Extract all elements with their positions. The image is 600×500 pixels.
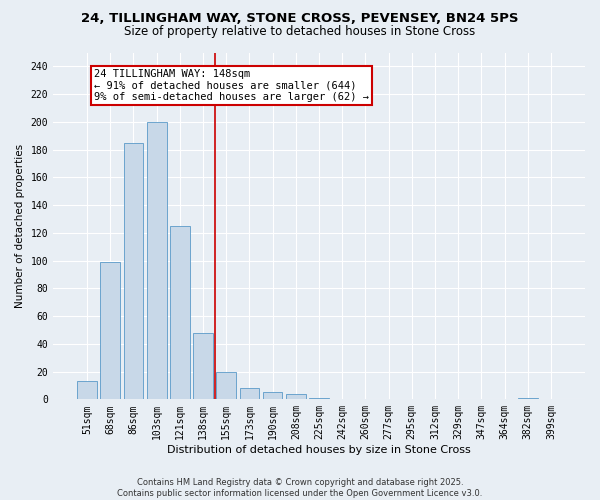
Bar — [263, 392, 283, 400]
Bar — [286, 394, 305, 400]
Bar — [518, 398, 538, 400]
Bar — [170, 226, 190, 400]
Bar — [147, 122, 167, 400]
Bar — [217, 372, 236, 400]
Text: 24 TILLINGHAM WAY: 148sqm
← 91% of detached houses are smaller (644)
9% of semi-: 24 TILLINGHAM WAY: 148sqm ← 91% of detac… — [94, 69, 369, 102]
Text: Contains HM Land Registry data © Crown copyright and database right 2025.
Contai: Contains HM Land Registry data © Crown c… — [118, 478, 482, 498]
Bar — [77, 382, 97, 400]
X-axis label: Distribution of detached houses by size in Stone Cross: Distribution of detached houses by size … — [167, 445, 471, 455]
Bar — [239, 388, 259, 400]
Text: Size of property relative to detached houses in Stone Cross: Size of property relative to detached ho… — [124, 25, 476, 38]
Y-axis label: Number of detached properties: Number of detached properties — [15, 144, 25, 308]
Bar — [100, 262, 120, 400]
Bar — [124, 142, 143, 400]
Bar — [309, 398, 329, 400]
Bar — [193, 332, 213, 400]
Text: 24, TILLINGHAM WAY, STONE CROSS, PEVENSEY, BN24 5PS: 24, TILLINGHAM WAY, STONE CROSS, PEVENSE… — [81, 12, 519, 26]
